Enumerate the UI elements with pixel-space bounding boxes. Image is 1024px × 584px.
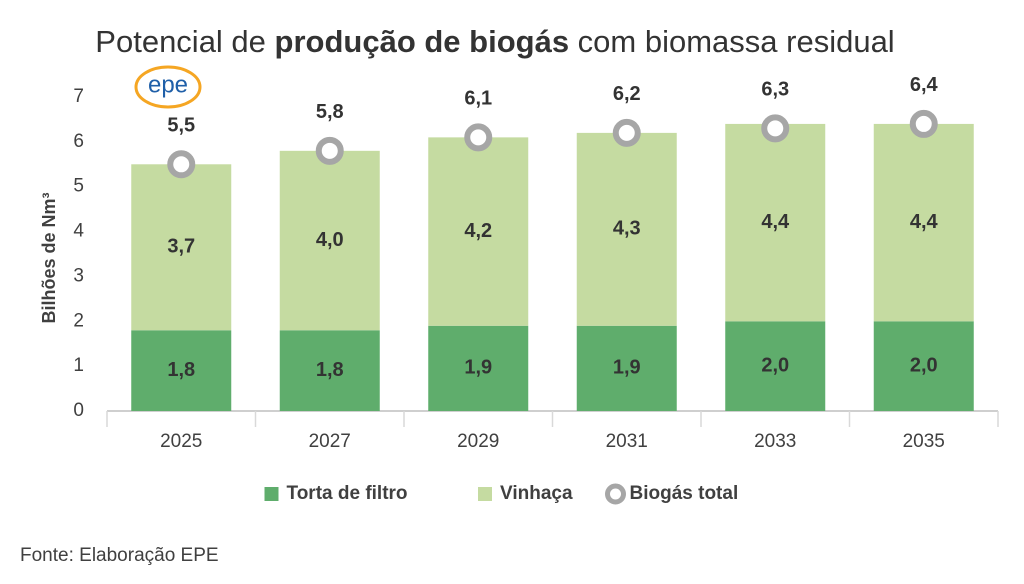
bar-segment — [576, 132, 677, 326]
legend-label: Torta de filtro — [287, 483, 408, 504]
total-marker — [612, 118, 641, 147]
x-tick-label: 2035 — [903, 431, 945, 452]
legend-swatch — [264, 487, 279, 501]
bar-segment — [131, 330, 232, 411]
legend-marker — [605, 483, 626, 505]
bar-segment — [873, 321, 974, 411]
bar-segment — [725, 321, 826, 411]
x-tick-label: 2027 — [309, 431, 351, 452]
total-label: 6,4 — [910, 74, 939, 96]
title-part: Potencial de — [95, 24, 274, 59]
segment-label: 4,2 — [464, 220, 492, 242]
x-tick-label: 2031 — [606, 431, 648, 452]
segment-label: 1,9 — [613, 357, 641, 379]
legend-label: Vinhaça — [500, 483, 573, 504]
segment-label: 1,8 — [316, 359, 344, 381]
bar-segment — [576, 325, 677, 411]
total-label: 6,1 — [464, 88, 492, 110]
title-part: produção de biogás — [275, 24, 570, 59]
bar-segment — [873, 123, 974, 322]
legend-label: Biogás total — [630, 483, 739, 504]
total-label: 6,3 — [761, 79, 789, 101]
segment-label: 4,3 — [613, 218, 641, 240]
segment-label: 4,0 — [316, 229, 344, 251]
segment-label: 1,9 — [464, 357, 492, 379]
total-marker — [909, 109, 938, 138]
y-tick-label: 5 — [73, 176, 84, 197]
bar-segment — [428, 325, 529, 411]
y-tick-label: 0 — [73, 400, 84, 421]
y-tick-label: 6 — [73, 131, 84, 152]
source: Fonte: Elaboração EPE — [20, 545, 219, 566]
y-tick-label: 2 — [73, 310, 84, 331]
logo: epe — [148, 71, 188, 98]
bar-segment — [428, 137, 529, 326]
title-part: com biomassa residual — [569, 24, 895, 59]
bar-segment — [131, 164, 232, 331]
x-tick-label: 2025 — [160, 431, 202, 452]
x-tick-label: 2029 — [457, 431, 499, 452]
y-axis-label: Bilhões de Nm³ — [39, 192, 59, 323]
y-tick-label: 4 — [73, 221, 84, 242]
y-tick-label: 1 — [73, 355, 84, 376]
logo-ring — [134, 65, 202, 109]
chart-title: Potencial de produção de biogás com biom… — [95, 24, 894, 59]
legend-swatch — [478, 487, 492, 501]
bar-segment — [279, 330, 380, 411]
segment-label: 3,7 — [167, 236, 195, 258]
segment-label: 1,8 — [167, 359, 195, 381]
segment-label: 4,4 — [761, 211, 790, 233]
total-marker — [167, 150, 196, 179]
total-marker — [315, 136, 344, 165]
total-label: 5,5 — [167, 115, 195, 137]
total-marker — [761, 114, 790, 143]
total-label: 6,2 — [613, 83, 641, 105]
segment-label: 2,0 — [761, 354, 789, 376]
bar-segment — [279, 150, 380, 331]
x-tick-label: 2033 — [754, 431, 796, 452]
total-marker — [464, 123, 493, 152]
total-label: 5,8 — [316, 101, 344, 123]
y-tick-label: 7 — [73, 86, 84, 107]
segment-label: 4,4 — [910, 211, 939, 233]
bar-segment — [725, 123, 826, 322]
y-tick-label: 3 — [73, 265, 84, 286]
segment-label: 2,0 — [910, 354, 938, 376]
